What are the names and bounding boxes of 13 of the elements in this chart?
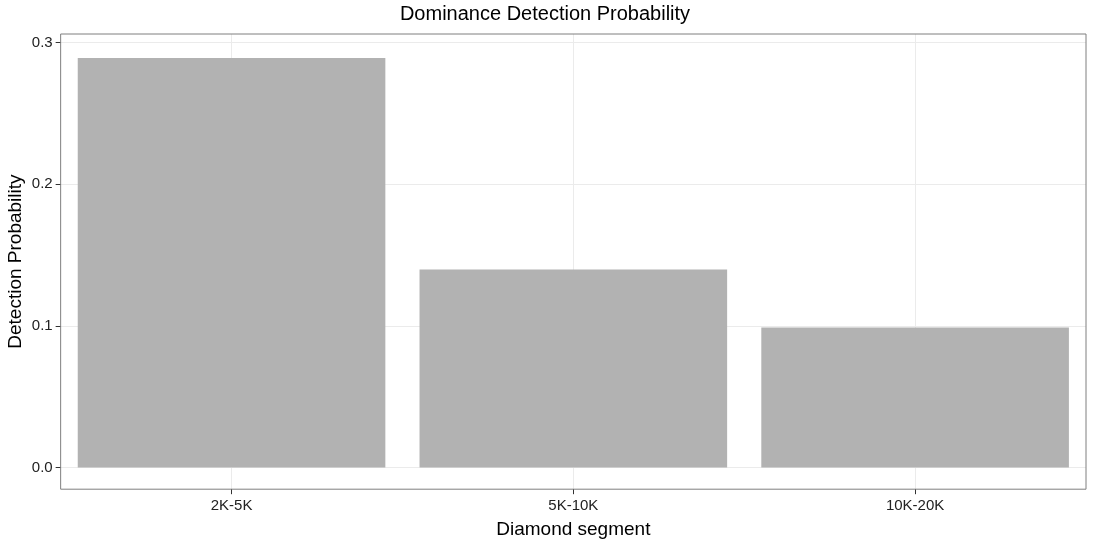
y-tick-label: 0.3 [31,32,53,50]
chart-title: Dominance Detection Probability [399,1,691,24]
bar [419,269,728,468]
y-tick-label: 0.1 [31,316,53,334]
x-axis-title: Diamond segment [496,517,652,539]
bar [761,327,1069,468]
x-tick-label: 10K-20K [885,496,945,514]
y-tick-label: 0.2 [31,174,53,192]
y-tick-label: 0.0 [31,458,53,476]
x-tick-label: 2K-5K [210,496,253,514]
x-tick-label: 5K-10K [548,496,599,514]
y-axis-title: Detection Probability [3,173,25,349]
bar [77,58,386,468]
